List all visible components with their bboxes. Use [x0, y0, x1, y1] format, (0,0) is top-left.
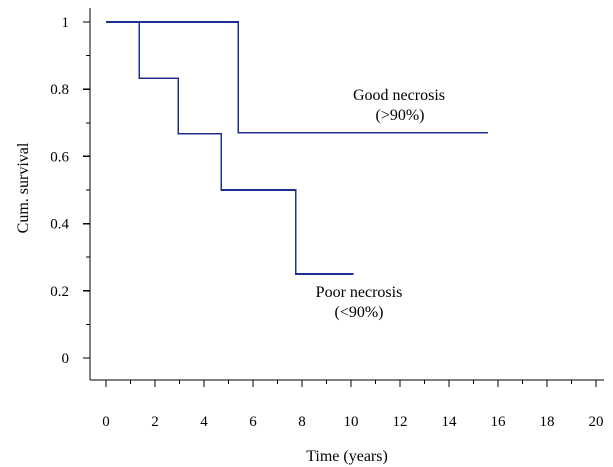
axes-layer: [83, 8, 604, 387]
x-tick-label: 2: [151, 414, 159, 430]
series-layer: [106, 21, 489, 275]
y-tick-label: 0.2: [50, 284, 69, 300]
y-tick-label: 0.8: [50, 82, 69, 98]
y-tick-label: 0: [62, 351, 70, 367]
x-tick-label: 0: [102, 414, 110, 430]
good-necrosis-series-line: [106, 21, 489, 134]
good-necrosis-label: Good necrosis: [353, 87, 445, 104]
x-tick-label: 4: [200, 414, 208, 430]
y-tick-label: 0.6: [50, 149, 69, 165]
x-tick-label: 20: [589, 414, 604, 430]
x-axis-title: Time (years): [306, 448, 388, 465]
good-necrosis-label: (>90%): [375, 107, 424, 124]
poor-necrosis-label: Poor necrosis: [316, 284, 403, 301]
poor-necrosis-series-line: [106, 21, 354, 275]
x-tick-label: 18: [540, 414, 555, 430]
y-axis-title: Cum. survival: [15, 142, 32, 233]
x-tick-label: 8: [298, 414, 306, 430]
poor-necrosis-label: (<90%): [334, 304, 383, 321]
x-tick-label: 16: [491, 414, 507, 430]
x-tick-label: 6: [249, 414, 257, 430]
y-tick-label: 0.4: [50, 217, 69, 233]
x-tick-label: 14: [442, 414, 458, 430]
x-tick-label: 10: [344, 414, 359, 430]
x-tick-label: 12: [393, 414, 408, 430]
y-tick-label: 1: [62, 15, 70, 31]
labels-layer: 0 2 4 6 8 10 12 14 16 18 20 0 0.2 0.4 0.6 0.8 1 Time (yea…: [15, 15, 604, 465]
